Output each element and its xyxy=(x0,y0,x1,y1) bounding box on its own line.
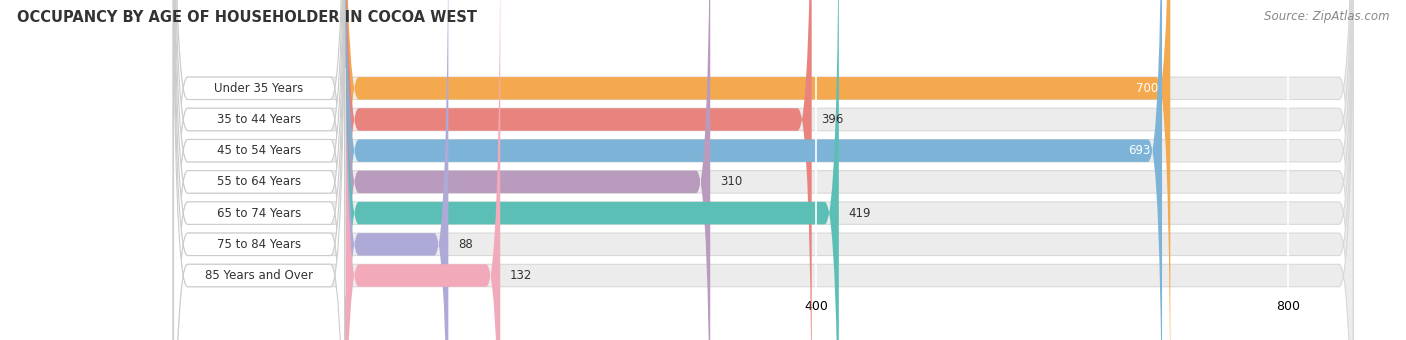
Text: 75 to 84 Years: 75 to 84 Years xyxy=(217,238,301,251)
FancyBboxPatch shape xyxy=(344,0,839,340)
FancyBboxPatch shape xyxy=(173,0,344,340)
FancyBboxPatch shape xyxy=(173,0,1353,340)
FancyBboxPatch shape xyxy=(173,0,1353,340)
Text: 132: 132 xyxy=(510,269,531,282)
Text: 700: 700 xyxy=(1136,82,1159,95)
FancyBboxPatch shape xyxy=(173,0,1353,340)
FancyBboxPatch shape xyxy=(173,0,1353,340)
Text: Source: ZipAtlas.com: Source: ZipAtlas.com xyxy=(1264,10,1389,23)
FancyBboxPatch shape xyxy=(344,0,1170,340)
Text: 396: 396 xyxy=(821,113,844,126)
Text: 419: 419 xyxy=(848,207,870,220)
Text: 55 to 64 Years: 55 to 64 Years xyxy=(217,175,301,188)
Text: 88: 88 xyxy=(458,238,472,251)
FancyBboxPatch shape xyxy=(344,0,811,340)
Text: 693: 693 xyxy=(1128,144,1150,157)
FancyBboxPatch shape xyxy=(173,0,1353,340)
FancyBboxPatch shape xyxy=(344,0,710,340)
Text: 65 to 74 Years: 65 to 74 Years xyxy=(217,207,301,220)
FancyBboxPatch shape xyxy=(173,0,1353,340)
FancyBboxPatch shape xyxy=(344,0,449,340)
Text: 310: 310 xyxy=(720,175,742,188)
Text: 45 to 54 Years: 45 to 54 Years xyxy=(217,144,301,157)
FancyBboxPatch shape xyxy=(344,0,501,340)
Text: 35 to 44 Years: 35 to 44 Years xyxy=(217,113,301,126)
FancyBboxPatch shape xyxy=(173,0,344,340)
Text: OCCUPANCY BY AGE OF HOUSEHOLDER IN COCOA WEST: OCCUPANCY BY AGE OF HOUSEHOLDER IN COCOA… xyxy=(17,10,477,25)
FancyBboxPatch shape xyxy=(173,0,344,340)
FancyBboxPatch shape xyxy=(173,0,344,340)
FancyBboxPatch shape xyxy=(173,0,344,340)
FancyBboxPatch shape xyxy=(344,0,1161,340)
FancyBboxPatch shape xyxy=(173,0,344,340)
Text: Under 35 Years: Under 35 Years xyxy=(214,82,304,95)
Text: 85 Years and Over: 85 Years and Over xyxy=(205,269,314,282)
FancyBboxPatch shape xyxy=(173,0,1353,340)
FancyBboxPatch shape xyxy=(173,0,344,340)
